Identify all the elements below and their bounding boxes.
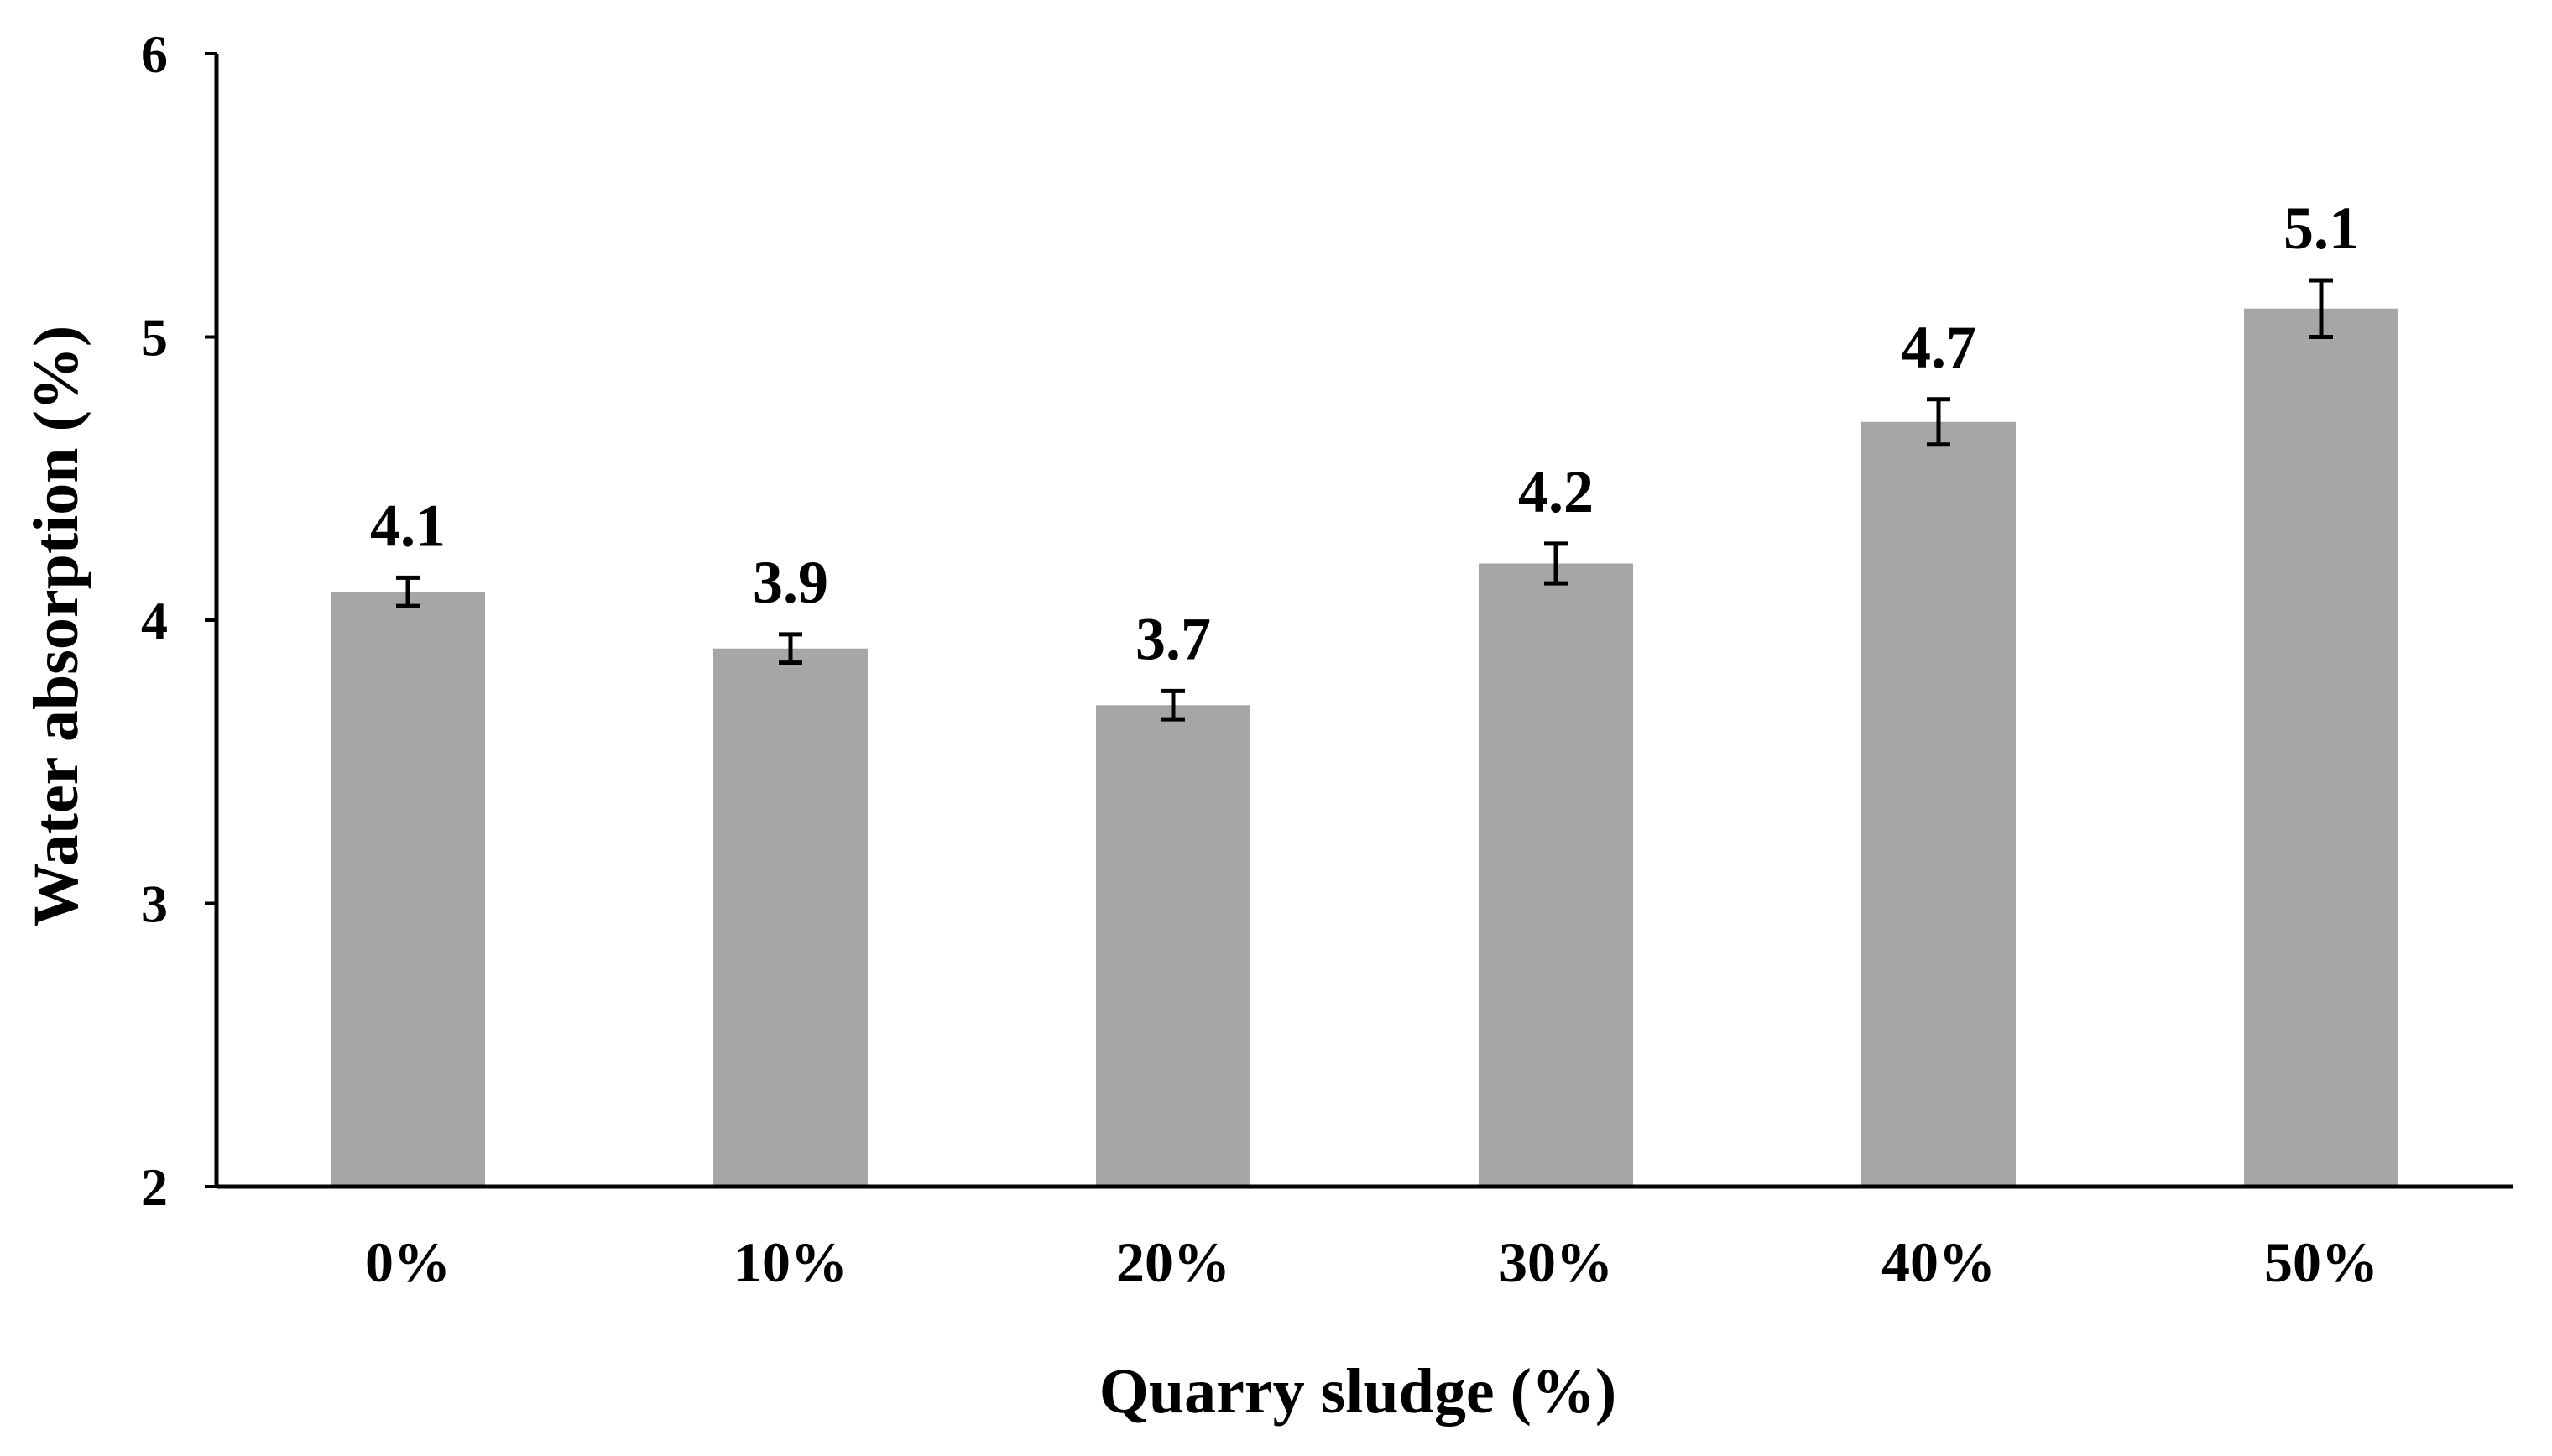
x-tick-label: 20%: [1116, 1230, 1230, 1294]
labels: 2 3 4 5 6 4.1 0% 3.9 10% 3.7 20% 4.2 30% 4.7 40% 5.1 50%: [141, 24, 2378, 1294]
bar: [713, 648, 868, 1187]
y-tick-label: 2: [141, 1157, 168, 1217]
y-axis-title: Water absorption (%): [21, 326, 91, 926]
data-label: 3.7: [1135, 605, 1211, 672]
data-label: 4.7: [1901, 314, 1976, 381]
data-label: 4.1: [370, 492, 446, 559]
bar: [2244, 308, 2398, 1187]
bar: [1479, 563, 1633, 1187]
y-tick-label: 4: [141, 591, 168, 650]
bar: [1861, 421, 2016, 1187]
bar: [331, 592, 485, 1187]
data-label: 5.1: [2283, 195, 2359, 262]
y-tick-label: 5: [141, 308, 168, 368]
x-tick-label: 40%: [1881, 1230, 1996, 1294]
plot-area: [205, 52, 2398, 1188]
data-label: 4.2: [1518, 458, 1594, 525]
x-tick-label: 50%: [2264, 1230, 2378, 1294]
axes: [214, 54, 2513, 1189]
y-tick-label: 3: [141, 874, 168, 934]
x-tick-label: 10%: [733, 1230, 848, 1294]
x-tick-label: 30%: [1499, 1230, 1613, 1294]
x-axis-title: Quarry sludge (%): [1099, 1356, 1616, 1427]
bar: [1096, 705, 1250, 1187]
x-tick-label: 0%: [365, 1230, 451, 1294]
y-tick-label: 6: [141, 24, 168, 84]
data-label: 3.9: [753, 549, 828, 616]
